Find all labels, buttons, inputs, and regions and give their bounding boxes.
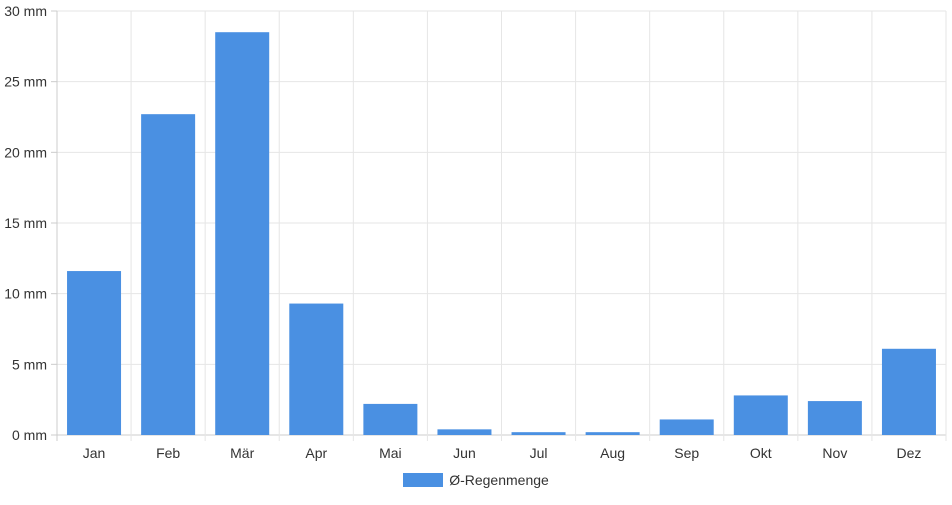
bar[interactable] — [67, 271, 122, 435]
x-tick-label: Aug — [600, 445, 625, 461]
x-tick-label: Sep — [674, 445, 699, 461]
bar[interactable] — [807, 401, 862, 435]
bar[interactable] — [141, 114, 196, 435]
grid-layer — [51, 10, 947, 441]
bar[interactable] — [363, 403, 418, 435]
y-tick-label: 15 mm — [4, 215, 47, 231]
x-tick-label: Feb — [156, 445, 180, 461]
y-tick-label: 30 mm — [4, 3, 47, 19]
bar[interactable] — [733, 395, 788, 435]
bars-layer — [67, 32, 936, 435]
x-tick-label: Dez — [897, 445, 922, 461]
x-tick-label: Jun — [453, 445, 476, 461]
y-tick-label: 5 mm — [12, 356, 47, 372]
x-axis-ticks: Jan Feb Mär Apr Mai Jun Jul Aug Sep Okt Nov Dez — [83, 445, 922, 461]
x-tick-label: Jan — [83, 445, 106, 461]
bar[interactable] — [437, 429, 492, 435]
legend-label: Ø-Regenmenge — [449, 472, 549, 488]
y-axis-ticks: 0 mm 5 mm 10 mm 15 mm 20 mm 25 mm 30 mm — [4, 3, 47, 443]
y-tick-label: 20 mm — [4, 144, 47, 160]
legend-swatch — [403, 473, 444, 487]
y-tick-label: 0 mm — [12, 427, 47, 443]
x-tick-label: Mär — [230, 445, 254, 461]
bar[interactable] — [659, 419, 714, 435]
y-tick-label: 25 mm — [4, 74, 47, 90]
x-tick-label: Mai — [379, 445, 402, 461]
bar[interactable] — [511, 432, 566, 435]
y-tick-label: 10 mm — [4, 286, 47, 302]
x-tick-label: Nov — [822, 445, 847, 461]
x-tick-label: Okt — [750, 445, 772, 461]
x-tick-label: Apr — [305, 445, 327, 461]
bar[interactable] — [585, 432, 640, 435]
bar[interactable] — [881, 348, 936, 435]
x-tick-label: Jul — [530, 445, 548, 461]
bar[interactable] — [215, 32, 270, 435]
legend[interactable]: Ø-Regenmenge — [0, 472, 952, 488]
bar[interactable] — [289, 303, 344, 435]
